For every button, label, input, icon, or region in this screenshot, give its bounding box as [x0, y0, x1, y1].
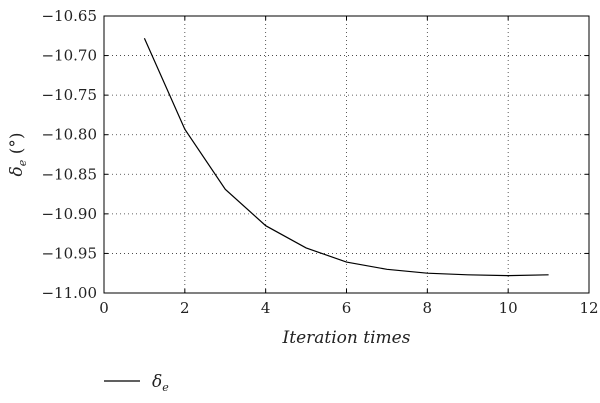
- legend-label-symbol: δ: [152, 372, 162, 392]
- ticks: [103, 15, 590, 294]
- legend-label: δe: [152, 372, 169, 394]
- y-tick-label: −11.00: [41, 284, 97, 302]
- y-axis-label-subscript: e: [16, 159, 29, 166]
- x-tick-label: 4: [261, 299, 271, 317]
- y-axis-label-symbol: δ: [7, 166, 27, 176]
- y-tick-label: −10.95: [41, 244, 97, 262]
- y-axis-label-unit: (°): [7, 133, 27, 160]
- x-tick-label: 6: [342, 299, 352, 317]
- y-tick-label: −10.75: [41, 86, 97, 104]
- x-tick-label: 12: [579, 299, 598, 317]
- x-tick-label: 8: [423, 299, 433, 317]
- y-tick-label: −10.90: [41, 205, 97, 223]
- y-tick-label: −10.85: [41, 165, 97, 183]
- x-tick-labels: 0 2 4 6 8 10 12: [99, 299, 598, 317]
- grid-lines: [104, 16, 589, 293]
- y-tick-label: −10.70: [41, 47, 97, 65]
- x-tick-label: 0: [99, 299, 109, 317]
- x-tick-label: 10: [499, 299, 518, 317]
- legend: δe: [104, 372, 169, 394]
- y-tick-labels: −10.65 −10.70 −10.75 −10.80 −10.85 −10.90 −10.…: [41, 7, 97, 302]
- plot-frame: [103, 15, 590, 294]
- legend-label-subscript: e: [162, 381, 169, 394]
- y-axis-label: δe (°): [7, 133, 29, 177]
- series-line-delta-e: [143, 37, 549, 277]
- series-layer: [143, 37, 549, 277]
- y-tick-label: −10.65: [41, 7, 97, 25]
- x-axis-label: Iteration times: [282, 328, 411, 348]
- x-tick-label: 2: [180, 299, 190, 317]
- y-tick-label: −10.80: [41, 126, 97, 144]
